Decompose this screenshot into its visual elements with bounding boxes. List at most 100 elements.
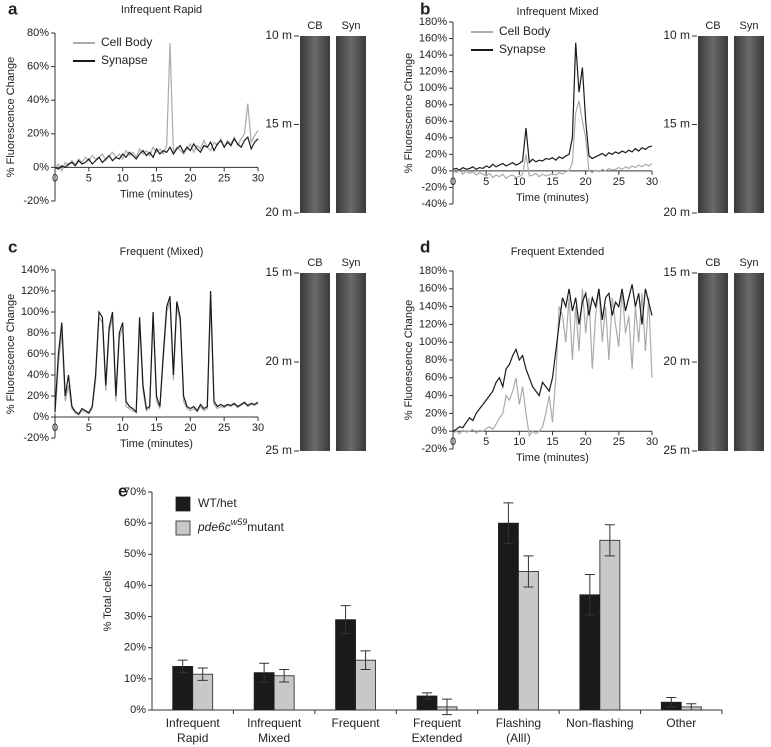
y-axis-label: % Fluorescence Change (5, 294, 17, 414)
kymograph-image (734, 273, 764, 451)
x-tick-label: Flashing (496, 716, 541, 730)
legend-label: Cell Body (101, 35, 152, 49)
x-tick-label: 5 (483, 176, 489, 188)
y-tick-label: 80% (27, 327, 49, 339)
kymograph-image (300, 273, 330, 451)
x-tick-label: Infrequent (247, 716, 302, 730)
y-tick-label: -20% (421, 443, 447, 455)
x-tick-label: Frequent (332, 716, 381, 730)
x-tick-label: 20 (184, 172, 196, 184)
y-tick-label: -20% (421, 181, 447, 193)
kymograph-column-label: CB (705, 20, 720, 32)
x-tick-label: 0 (450, 436, 456, 448)
error-bar (279, 669, 290, 683)
error-bar (604, 524, 615, 557)
panel-label: c (8, 237, 17, 256)
y-tick-label: -40% (421, 198, 447, 210)
x-tick-label: 10 (513, 436, 525, 448)
y-tick-label: 20% (27, 390, 49, 402)
y-tick-label: 0% (431, 165, 447, 177)
y-tick-label: 140% (419, 49, 447, 61)
y-tick-label: -20% (23, 195, 49, 207)
x-tick-label: 15 (546, 436, 558, 448)
kymograph-column-label: Syn (342, 257, 361, 269)
x-tick-label: 30 (252, 172, 264, 184)
legend-label: pde6cw59mutant (197, 517, 285, 534)
y-tick-label: 0% (130, 704, 146, 716)
chart-title: Infrequent Mixed (517, 6, 599, 18)
error-bar (340, 605, 351, 635)
kymograph-tick-label: 20 m (265, 205, 292, 219)
y-tick-label: 80% (425, 99, 447, 111)
y-tick-label: 60% (124, 517, 146, 529)
legend-label: WT/het (198, 496, 237, 510)
x-tick-label: 15 (546, 176, 558, 188)
error-bar (177, 659, 188, 674)
x-tick-label: 20 (580, 176, 592, 188)
x-tick-label: Other (666, 716, 696, 730)
bar (599, 539, 621, 711)
series-line (54, 301, 259, 416)
chart-title: Frequent (Mixed) (120, 246, 204, 258)
x-tick-label: 5 (483, 436, 489, 448)
error-bar (197, 667, 208, 681)
legend-label-part: WT/het (198, 496, 237, 510)
legend-label-part: pde6c (197, 520, 231, 534)
y-tick-label: 70% (124, 486, 146, 498)
legend-swatch (175, 520, 191, 536)
legend-label-part: w59 (231, 517, 248, 527)
kymograph-column-label: CB (307, 20, 322, 32)
series-line (54, 43, 259, 173)
error-bar (523, 555, 534, 588)
y-tick-label: 0% (33, 411, 49, 423)
legend-label: Synapse (101, 53, 148, 67)
x-tick-label: 0 (52, 422, 58, 434)
y-tick-label: 20% (27, 128, 49, 140)
kymograph-tick-label: 15 m (663, 265, 690, 279)
y-tick-label: 40% (425, 390, 447, 402)
x-tick-label: 10 (513, 176, 525, 188)
y-tick-label: 0% (33, 161, 49, 173)
kymograph-tick-label: 15 m (265, 117, 292, 131)
error-bar (259, 662, 270, 683)
panel-label: b (420, 0, 430, 18)
bar (518, 571, 539, 711)
y-tick-label: 20% (124, 642, 146, 654)
y-tick-label: -20% (23, 432, 49, 444)
kymograph-tick-label: 25 m (265, 443, 292, 457)
series-line (54, 290, 259, 415)
kymograph-tick-label: 15 m (663, 117, 690, 131)
y-tick-label: 180% (419, 16, 447, 28)
error-bar (442, 698, 452, 716)
x-tick-label: 5 (86, 422, 92, 434)
kymograph-tick-label: 10 m (663, 28, 690, 42)
y-axis-label: % Fluorescence Change (403, 53, 415, 173)
y-tick-label: 140% (419, 301, 447, 313)
x-tick-label: Infrequent (166, 716, 221, 730)
x-tick-label: 15 (150, 422, 162, 434)
kymograph-column-label: Syn (740, 20, 759, 32)
y-tick-label: 40% (27, 369, 49, 381)
error-bar (666, 697, 677, 708)
y-axis-label: % Fluorescence Change (403, 300, 415, 420)
kymograph-tick-label: 20 m (265, 354, 292, 368)
chart-title: Frequent Extended (511, 246, 605, 258)
x-axis-label: Time (minutes) (516, 452, 589, 464)
panel-label: d (420, 237, 430, 256)
x-axis-label: Time (minutes) (516, 192, 589, 204)
y-tick-label: 20% (425, 407, 447, 419)
bar (498, 522, 519, 711)
kymograph-image (300, 36, 330, 213)
y-tick-label: 140% (21, 264, 49, 276)
x-tick-label: Rapid (177, 731, 208, 745)
error-bar (686, 703, 697, 711)
y-tick-label: 0% (431, 425, 447, 437)
x-tick-label: 30 (646, 176, 658, 188)
series-line (452, 284, 653, 432)
x-tick-label: 25 (218, 172, 230, 184)
y-tick-label: 40% (425, 132, 447, 144)
y-tick-label: 100% (419, 82, 447, 94)
y-tick-label: 30% (124, 610, 146, 622)
x-tick-label: 25 (613, 436, 625, 448)
